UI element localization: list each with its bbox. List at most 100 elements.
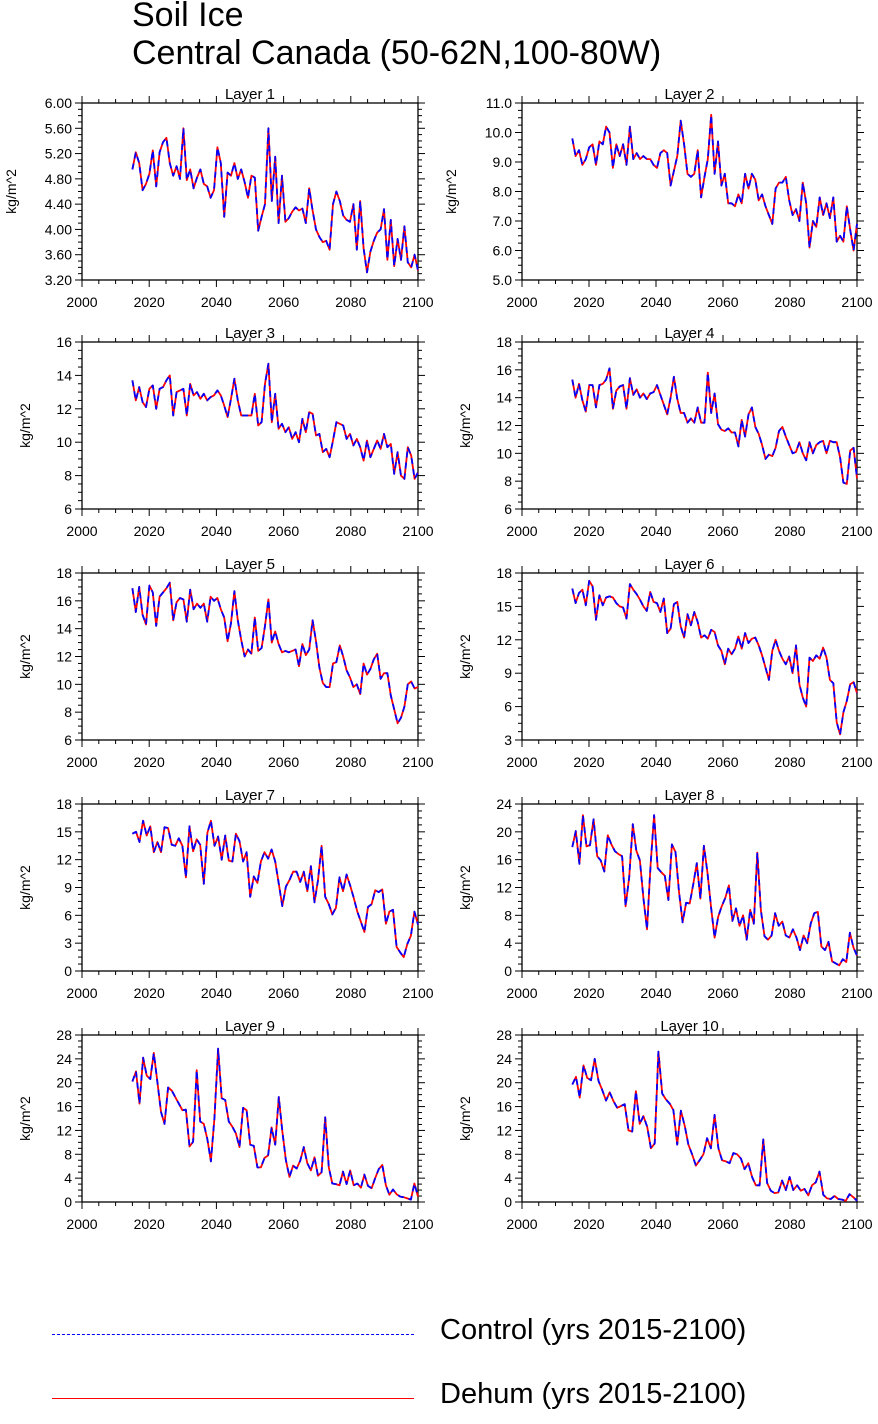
y-axis-label-layer-9: kg/m^2 <box>17 1096 33 1141</box>
plot-frame-layer-1 <box>81 102 419 281</box>
x-tick-label: 2100 <box>402 294 433 310</box>
series-dehum-line-layer-3 <box>131 362 419 480</box>
y-tick-label: 8 <box>64 704 72 720</box>
x-tick-label: 2000 <box>66 985 97 1001</box>
figure-title-line2: Central Canada (50-62N,100-80W) <box>132 34 662 72</box>
x-tick-label: 2020 <box>573 985 604 1001</box>
x-tick-label: 2080 <box>335 523 366 539</box>
y-tick-label: 4.40 <box>45 196 72 212</box>
y-tick-label: 0 <box>504 963 512 979</box>
x-tick-label: 2000 <box>506 1216 537 1232</box>
x-tick-label: 2020 <box>573 754 604 770</box>
x-tick-label: 2000 <box>66 294 97 310</box>
y-tick-label: 18 <box>496 334 512 350</box>
x-tick-label: 2000 <box>66 1216 97 1232</box>
legend-swatch-control <box>52 1334 414 1335</box>
panel-title-layer-3: Layer 3 <box>225 325 275 342</box>
series-control-line-layer-7 <box>131 819 419 958</box>
y-tick-label: 14 <box>56 367 72 383</box>
y-tick-label: 12 <box>56 401 72 417</box>
plot-frame-layer-9 <box>81 1034 419 1203</box>
y-tick-label: 24 <box>56 1051 72 1067</box>
legend-label-dehum: Dehum (yrs 2015-2100) <box>440 1378 747 1410</box>
plot-frame-layer-6 <box>521 572 858 741</box>
y-tick-label: 4.00 <box>45 221 72 237</box>
y-tick-label: 10 <box>56 676 72 692</box>
x-tick-label: 2040 <box>640 294 671 310</box>
x-tick-label: 2080 <box>774 523 805 539</box>
panel-layer-4: Layer 4 2000 2020 2040 2060 2080 2100 6 8 10 12 14 1… <box>457 325 873 539</box>
x-tick-label: 2100 <box>402 985 433 1001</box>
y-tick-label: 8 <box>504 907 512 923</box>
y-axis-label-layer-5: kg/m^2 <box>17 634 33 679</box>
x-tick-label: 2080 <box>774 294 805 310</box>
panel-layer-10: Layer 10 2000 2020 2040 2060 2080 2100 0 4 8 12 16 2… <box>457 1018 873 1232</box>
series-dehum-line-layer-5 <box>131 581 419 725</box>
y-tick-label: 0 <box>64 963 72 979</box>
y-tick-label: 12 <box>56 1122 72 1138</box>
plot-frame-layer-10 <box>521 1034 858 1203</box>
panel-title-layer-1: Layer 1 <box>225 86 275 103</box>
x-tick-label: 2020 <box>134 294 165 310</box>
y-tick-label: 9 <box>504 665 512 681</box>
y-tick-label: 18 <box>496 565 512 581</box>
panel-layer-1: Layer 1 2000 2020 2040 2060 2080 2100 3.20 3.60 4… <box>3 86 434 310</box>
y-tick-label: 16 <box>496 852 512 868</box>
y-axis-label-layer-7: kg/m^2 <box>17 865 33 910</box>
y-tick-label: 0 <box>504 1194 512 1210</box>
x-tick-label: 2040 <box>201 523 232 539</box>
y-tick-label: 6.00 <box>45 95 72 111</box>
x-tick-label: 2060 <box>268 523 299 539</box>
y-tick-label: 5.60 <box>45 120 72 136</box>
x-tick-label: 2060 <box>707 985 738 1001</box>
series-control-line-layer-6 <box>571 579 858 736</box>
y-tick-label: 3.20 <box>45 272 72 288</box>
series-dehum-line-layer-10 <box>571 1050 858 1202</box>
panel-title-layer-9: Layer 9 <box>225 1018 275 1035</box>
y-axis-label-layer-2: kg/m^2 <box>443 169 459 214</box>
y-tick-label: 12 <box>496 418 512 434</box>
series-dehum-line-layer-7 <box>131 819 419 958</box>
x-tick-label: 2100 <box>841 294 872 310</box>
y-tick-label: 3 <box>504 732 512 748</box>
y-tick-label: 8 <box>64 468 72 484</box>
y-tick-label: 6.0 <box>493 243 513 259</box>
y-tick-label: 20 <box>496 1075 512 1091</box>
plot-frame-layer-2 <box>521 102 858 281</box>
y-tick-label: 9.0 <box>493 154 513 170</box>
series-control-line-layer-9 <box>131 1047 419 1201</box>
x-tick-label: 2000 <box>66 523 97 539</box>
plot-frame-layer-3 <box>81 341 419 510</box>
x-tick-label: 2100 <box>402 1216 433 1232</box>
x-tick-label: 2060 <box>268 985 299 1001</box>
series-dehum-line-layer-8 <box>571 814 858 967</box>
y-tick-label: 16 <box>56 334 72 350</box>
series-control-line-layer-1 <box>131 127 419 274</box>
x-tick-label: 2080 <box>774 985 805 1001</box>
y-axis-label-layer-10: kg/m^2 <box>457 1096 473 1141</box>
x-tick-label: 2080 <box>335 985 366 1001</box>
x-tick-label: 2100 <box>402 754 433 770</box>
x-tick-label: 2040 <box>201 754 232 770</box>
y-tick-label: 9 <box>64 880 72 896</box>
x-tick-label: 2020 <box>134 754 165 770</box>
panel-title-layer-4: Layer 4 <box>664 325 714 342</box>
y-tick-label: 20 <box>56 1075 72 1091</box>
legend-item-control: Control (yrs 2015-2100) <box>0 1310 878 1360</box>
x-tick-label: 2060 <box>268 1216 299 1232</box>
y-tick-label: 6 <box>504 699 512 715</box>
x-tick-label: 2020 <box>134 1216 165 1232</box>
series-control-line-layer-8 <box>571 814 858 967</box>
series-control-line-layer-10 <box>571 1050 858 1202</box>
legend-item-dehum: Dehum (yrs 2015-2100) <box>0 1374 878 1424</box>
y-tick-label: 15 <box>496 598 512 614</box>
x-tick-label: 2040 <box>640 754 671 770</box>
y-tick-label: 18 <box>56 565 72 581</box>
panel-title-layer-2: Layer 2 <box>664 86 714 103</box>
panel-layer-7: Layer 7 2000 2020 2040 2060 2080 2100 0 3 6 9 12 15 1… <box>17 787 434 1001</box>
y-tick-label: 6 <box>64 907 72 923</box>
figure-title-line1: Soil Ice <box>132 0 244 34</box>
y-tick-label: 8 <box>504 1146 512 1162</box>
panel-layer-9: Layer 9 2000 2020 2040 2060 2080 2100 0 4 8 12 16 20… <box>17 1018 434 1232</box>
